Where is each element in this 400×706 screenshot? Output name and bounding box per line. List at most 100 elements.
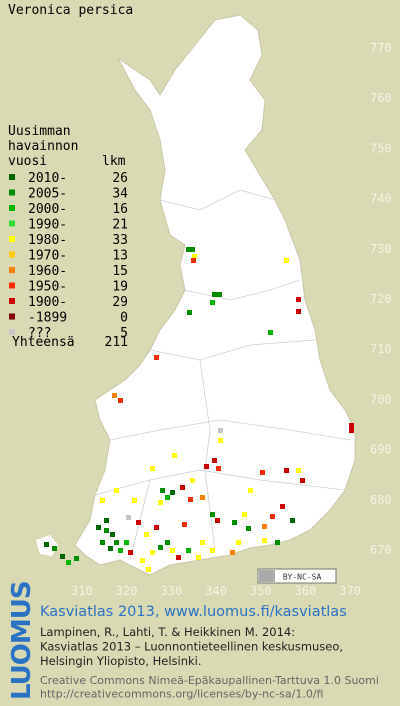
observation-square — [108, 546, 113, 551]
observation-square — [212, 292, 217, 297]
observation-square — [128, 550, 133, 555]
observation-square — [186, 247, 191, 252]
observation-square — [186, 548, 191, 553]
badge-box — [257, 568, 337, 584]
observation-square — [182, 522, 187, 527]
observation-square — [150, 550, 155, 555]
observation-square — [132, 498, 137, 503]
legend-count: 19 — [112, 280, 128, 295]
legend-count: 34 — [112, 187, 128, 202]
observation-square — [66, 560, 71, 565]
observation-square — [144, 532, 149, 537]
legend-col-year: vuosi — [8, 154, 47, 169]
observation-square — [187, 310, 192, 315]
headline: Kasviatlas 2013, www.luomus.fi/kasviatla… — [40, 604, 347, 620]
observation-square — [284, 258, 289, 263]
legend-swatch — [9, 205, 15, 211]
observation-square — [217, 292, 222, 297]
observation-square — [100, 498, 105, 503]
observation-square — [126, 515, 131, 520]
y-grid-label: 720 — [370, 292, 392, 306]
observation-square — [204, 464, 209, 469]
observation-square — [296, 297, 301, 302]
x-grid-label: 320 — [116, 584, 138, 598]
legend-label: 1950- — [28, 280, 67, 295]
y-grid-label: 710 — [370, 342, 392, 356]
legend-label: -1899 — [28, 311, 67, 326]
license-line: Creative Commons Nimeä-Epäkaupallinen-Ta… — [40, 674, 379, 687]
legend-count: 21 — [112, 218, 128, 233]
grid-labels: 770 760 750 740 730 720 710 700 690 680 670 310 320 3… — [71, 41, 392, 598]
observation-square — [262, 524, 267, 529]
observation-square — [158, 545, 163, 550]
y-grid-label: 770 — [370, 41, 392, 55]
observation-square — [284, 468, 289, 473]
observation-square — [165, 495, 170, 500]
legend-label: 1900- — [28, 295, 67, 310]
legend-count: 16 — [112, 202, 128, 217]
observation-square — [236, 540, 241, 545]
x-grid-label: 340 — [205, 584, 227, 598]
observation-square — [349, 428, 354, 433]
observation-square — [112, 393, 117, 398]
observation-square — [190, 478, 195, 483]
legend-col-count: lkm — [102, 154, 126, 169]
observation-square — [242, 512, 247, 517]
observation-square — [114, 540, 119, 545]
legend-swatch — [9, 298, 15, 304]
observation-square — [270, 514, 275, 519]
y-grid-label: 750 — [370, 141, 392, 155]
observation-square — [215, 518, 220, 523]
observation-square — [170, 548, 175, 553]
badge-text: BY-NC-SA — [283, 573, 322, 582]
legend-label: 1960- — [28, 264, 67, 279]
observation-square — [176, 555, 181, 560]
observation-square — [104, 518, 109, 523]
legend-label: 2005- — [28, 187, 67, 202]
observation-square — [200, 540, 205, 545]
observation-square — [200, 495, 205, 500]
footer-text: Lampinen, R., Lahti, T. & Heikkinen M. 2… — [40, 625, 379, 701]
observation-square — [52, 546, 57, 551]
legend-count: 5 — [120, 326, 128, 341]
x-grid-label: 370 — [339, 584, 361, 598]
legend-swatch — [9, 236, 15, 242]
observation-square — [196, 555, 201, 560]
y-grid-label: 670 — [370, 543, 392, 557]
observation-square — [154, 525, 159, 530]
observation-square — [96, 525, 101, 530]
legend-swatch — [9, 189, 15, 196]
observation-squares — [44, 247, 354, 572]
legend-label: 1990- — [28, 218, 67, 233]
legend-label: ??? — [28, 326, 51, 341]
legend-heading: Uusimman — [8, 124, 71, 139]
observation-square — [216, 466, 221, 471]
observation-square — [230, 550, 235, 555]
legend-label: 1980- — [28, 233, 67, 248]
observation-square — [104, 528, 109, 533]
legend-swatch — [9, 329, 15, 335]
observation-square — [158, 500, 163, 505]
observation-square — [275, 540, 280, 545]
observation-square — [170, 490, 175, 495]
observation-square — [188, 497, 193, 502]
observation-square — [136, 520, 141, 525]
observation-square — [290, 518, 295, 523]
observation-square — [262, 538, 267, 543]
title: Veronica persica — [8, 3, 133, 18]
badge-icon — [259, 570, 275, 582]
citation-line: Kasviatlas 2013 – Luonnontieteellinen ke… — [40, 640, 343, 654]
observation-square — [300, 478, 305, 483]
x-grid-label: 310 — [71, 584, 93, 598]
legend-count: 0 — [120, 311, 128, 326]
observation-square — [154, 355, 159, 360]
observation-square — [260, 470, 265, 475]
x-grid-label: 330 — [161, 584, 183, 598]
region-borders — [94, 189, 351, 561]
observation-square — [74, 556, 79, 561]
observation-square — [146, 567, 151, 572]
observation-square — [248, 488, 253, 493]
